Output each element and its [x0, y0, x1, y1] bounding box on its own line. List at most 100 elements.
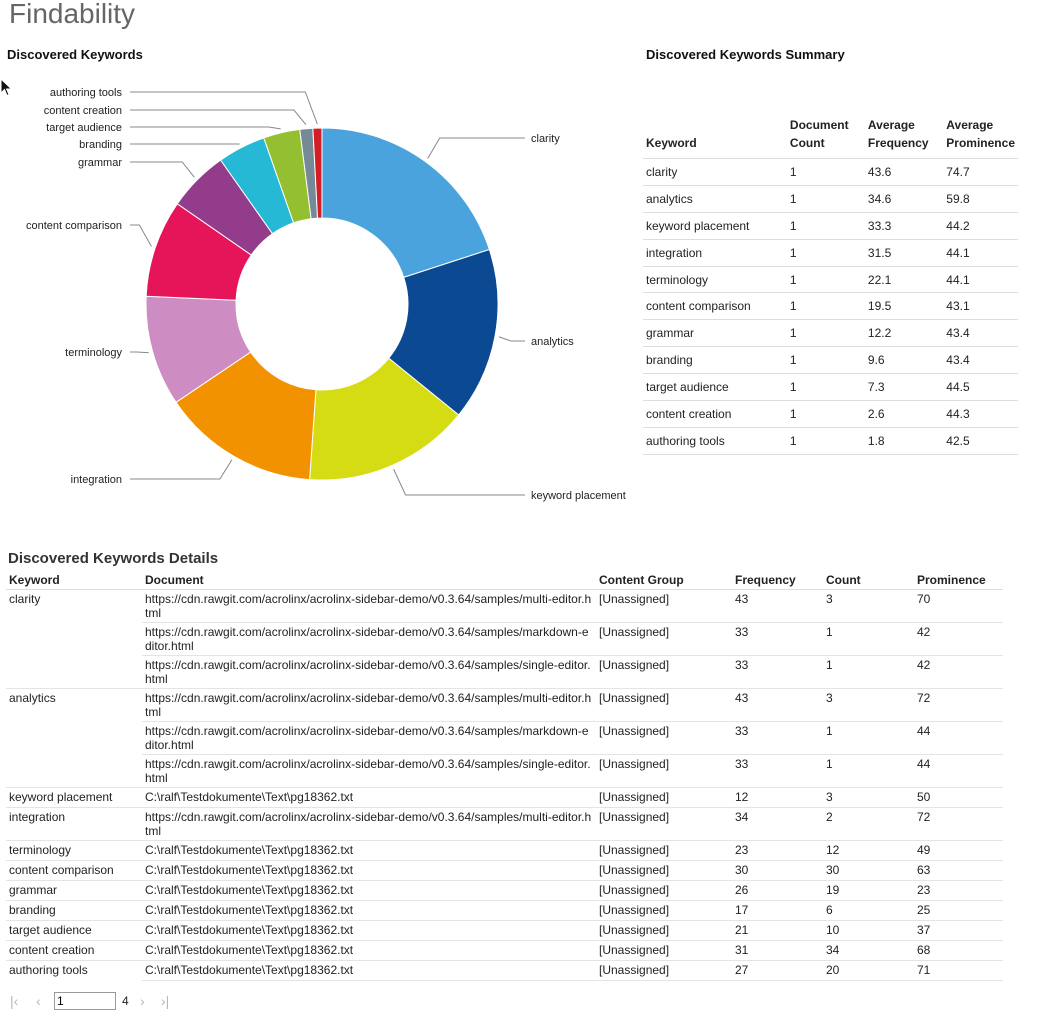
summary-row: target audience 1 7.3 44.5	[643, 373, 1018, 402]
summary-cell-doc-count: 1	[786, 266, 865, 294]
details-cell-content-group: [Unassigned]	[596, 655, 732, 689]
summary-cell-avg-freq: 9.6	[864, 346, 944, 375]
summary-cell-avg-prom: 43.4	[943, 346, 1018, 375]
page-number-input[interactable]	[54, 992, 116, 1010]
summary-cell-avg-freq: 1.8	[864, 427, 944, 455]
details-col-count[interactable]: Count	[823, 572, 914, 590]
summary-row: keyword placement 1 33.3 44.2	[643, 212, 1018, 240]
summary-row: content comparison 1 19.5 43.1	[643, 292, 1018, 321]
details-col-keyword[interactable]: Keyword	[6, 572, 142, 590]
details-row: https://cdn.rawgit.com/acrolinx/acrolinx…	[6, 655, 1003, 689]
leader-line	[393, 468, 525, 496]
summary-cell-avg-prom: 44.2	[943, 212, 1018, 240]
details-cell-frequency: 23	[732, 840, 823, 861]
summary-cell-avg-prom: 44.1	[943, 239, 1018, 267]
summary-cell-keyword: integration	[643, 239, 787, 267]
summary-row: integration 1 31.5 44.1	[643, 239, 1018, 267]
donut-slice-authoring-tools[interactable]	[312, 127, 323, 219]
details-cell-keyword: content creation	[6, 940, 142, 961]
keywords-donut-chart: clarity analytics keyword placement integra…	[0, 78, 640, 518]
last-page-icon[interactable]: ›|	[161, 993, 170, 1009]
slice-label: clarity	[531, 133, 560, 145]
details-cell-content-group: [Unassigned]	[596, 880, 732, 901]
summary-cell-avg-freq: 7.3	[864, 373, 944, 402]
summary-heading: Discovered Keywords Summary	[646, 47, 845, 62]
details-row: https://cdn.rawgit.com/acrolinx/acrolinx…	[6, 721, 1003, 755]
details-cell-prominence: 49	[914, 840, 1003, 861]
details-cell-frequency: 43	[732, 589, 823, 623]
summary-cell-keyword: content creation	[643, 400, 787, 428]
details-col-frequency[interactable]: Frequency	[732, 572, 823, 590]
summary-cell-keyword: analytics	[643, 185, 787, 213]
details-cell-frequency: 27	[732, 960, 823, 981]
details-cell-count: 10	[823, 920, 914, 941]
details-cell-count: 1	[823, 754, 914, 788]
summary-col-doc-count[interactable]: Document Count	[786, 113, 865, 159]
summary-cell-avg-prom: 44.1	[943, 266, 1018, 294]
summary-cell-avg-freq: 33.3	[864, 212, 944, 240]
summary-cell-keyword: branding	[643, 346, 787, 375]
summary-cell-avg-prom: 44.5	[943, 373, 1018, 402]
summary-cell-avg-prom: 74.7	[943, 158, 1018, 186]
details-cell-prominence: 37	[914, 920, 1003, 941]
summary-cell-avg-prom: 59.8	[943, 185, 1018, 213]
summary-cell-keyword: target audience	[643, 373, 787, 402]
details-cell-document: C:\ralf\Testdokumente\Text\pg18362.txt	[142, 960, 596, 981]
details-cell-count: 34	[823, 940, 914, 961]
details-cell-content-group: [Unassigned]	[596, 940, 732, 961]
details-col-content-group[interactable]: Content Group	[596, 572, 732, 590]
details-cell-content-group: [Unassigned]	[596, 960, 732, 981]
details-cell-count: 1	[823, 622, 914, 656]
summary-cell-avg-freq: 43.6	[864, 158, 944, 186]
details-row: https://cdn.rawgit.com/acrolinx/acrolinx…	[6, 622, 1003, 656]
details-row: https://cdn.rawgit.com/acrolinx/acrolinx…	[6, 754, 1003, 788]
details-row: analytics https://cdn.rawgit.com/acrolinx…	[6, 688, 1003, 788]
summary-cell-avg-freq: 12.2	[864, 319, 944, 348]
summary-cell-keyword: clarity	[643, 158, 787, 186]
next-page-icon[interactable]: ›	[140, 993, 145, 1009]
details-cell-content-group: [Unassigned]	[596, 721, 732, 755]
details-cell-count: 19	[823, 880, 914, 901]
details-cell-document: C:\ralf\Testdokumente\Text\pg18362.txt	[142, 880, 596, 901]
details-row: terminology C:\ralf\Testdokumente\Text\pg…	[6, 840, 1003, 861]
details-col-document[interactable]: Document	[142, 572, 596, 590]
summary-cell-doc-count: 1	[786, 400, 865, 428]
leader-line	[130, 91, 318, 125]
details-cell-content-group: [Unassigned]	[596, 622, 732, 656]
summary-col-avg-frequency[interactable]: Average Frequency	[864, 113, 944, 159]
first-page-icon[interactable]: |‹	[10, 993, 19, 1009]
summary-table: Keyword Document Count Average Frequency A…	[643, 113, 1018, 455]
summary-cell-doc-count: 1	[786, 292, 865, 321]
details-cell-keyword: analytics	[6, 688, 142, 788]
chart-heading: Discovered Keywords	[7, 47, 143, 62]
details-cell-keyword: grammar	[6, 880, 142, 901]
details-cell-prominence: 72	[914, 688, 1003, 722]
details-cell-document: C:\ralf\Testdokumente\Text\pg18362.txt	[142, 787, 596, 808]
details-cell-keyword: authoring tools	[6, 960, 142, 981]
leader-line	[498, 336, 525, 342]
summary-col-avg-prominence[interactable]: Average Prominence	[943, 113, 1018, 159]
summary-col-keyword[interactable]: Keyword	[643, 113, 787, 159]
details-cell-prominence: 42	[914, 622, 1003, 656]
details-cell-prominence: 70	[914, 589, 1003, 623]
details-cell-document: https://cdn.rawgit.com/acrolinx/acrolinx…	[142, 589, 596, 623]
summary-cell-avg-prom: 42.5	[943, 427, 1018, 455]
details-header-row: Keyword Document Content Group Frequency…	[6, 572, 1003, 590]
donut-slice-keyword-placement[interactable]	[309, 357, 460, 481]
summary-cell-avg-prom: 44.3	[943, 400, 1018, 428]
slice-label: terminology	[65, 347, 122, 359]
summary-row: content creation 1 2.6 44.3	[643, 400, 1018, 428]
summary-cell-doc-count: 1	[786, 239, 865, 267]
details-cell-frequency: 33	[732, 622, 823, 656]
details-cell-count: 1	[823, 655, 914, 689]
total-pages: 4	[122, 994, 129, 1008]
details-heading: Discovered Keywords Details	[8, 550, 219, 567]
summary-header-row: Keyword Document Count Average Frequency A…	[643, 113, 1018, 159]
leader-line	[130, 126, 281, 130]
details-cell-prominence: 44	[914, 721, 1003, 755]
details-cell-keyword: branding	[6, 900, 142, 921]
details-col-prominence[interactable]: Prominence	[914, 572, 1003, 590]
prev-page-icon[interactable]: ‹	[36, 993, 41, 1009]
donut-slice-clarity[interactable]	[321, 127, 490, 279]
details-cell-count: 12	[823, 840, 914, 861]
